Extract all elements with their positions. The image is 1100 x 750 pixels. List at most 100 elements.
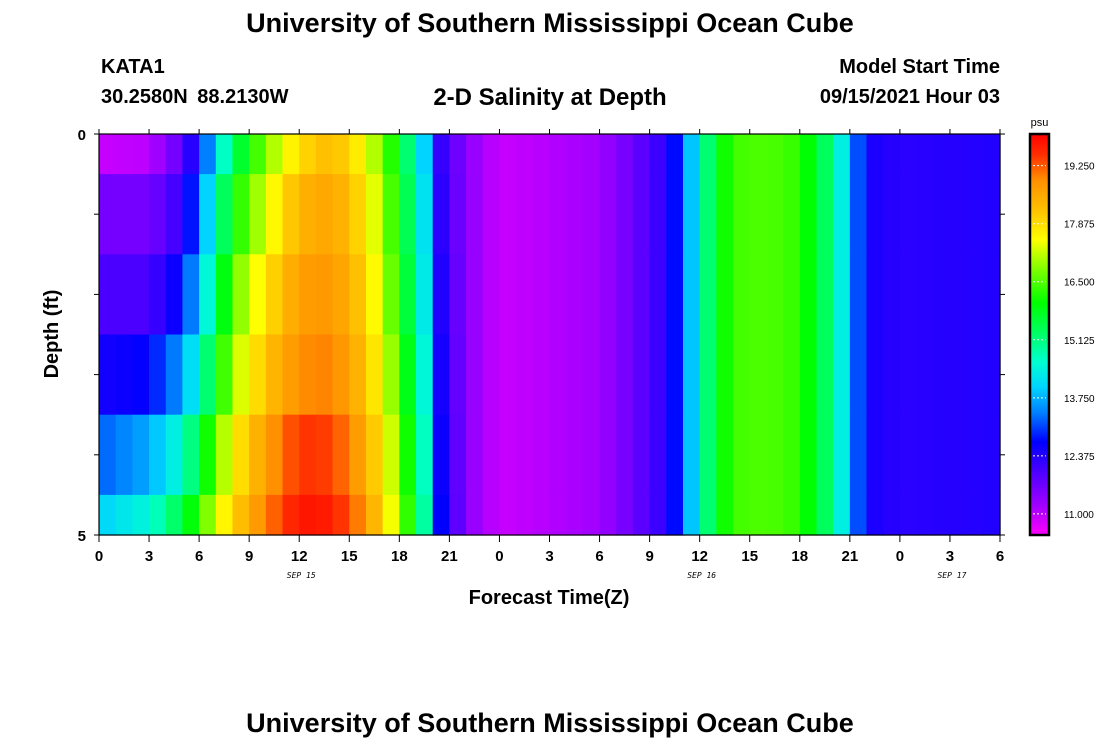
heatmap-cell-r2-h35 [682, 254, 701, 336]
heatmap-cell-r1-h11 [282, 174, 300, 255]
heatmap-cell-r3-h38 [733, 334, 751, 416]
heatmap-cell-r0-h23 [482, 134, 501, 175]
heatmap-cell-r1-h31 [616, 174, 634, 255]
heatmap-cell-r4-h53 [983, 414, 1001, 496]
x-tick-label: 0 [896, 548, 904, 565]
heatmap-cell-r3-h28 [566, 334, 584, 416]
heatmap-cell-r2-h16 [365, 254, 384, 336]
x-tick-label: 15 [341, 548, 358, 565]
heatmap-cell-r4-h17 [382, 414, 400, 496]
heatmap-cell-r0-h1 [115, 134, 133, 175]
salinity-heatmap-chart: 0 3 6 9 12 15 18 21 0 3 6 9 12 15 18 21 0 3 6 SEP 15 SEP 16 S… [41, 117, 1095, 609]
heatmap-cell-r0-h19 [416, 134, 434, 175]
heatmap-cell-r5-h7 [215, 494, 234, 536]
heatmap-cell-r1-h30 [599, 174, 617, 255]
heatmap-cell-r3-h36 [699, 334, 717, 416]
heatmap-cell-r0-h16 [365, 134, 384, 175]
heatmap-cell-r1-h5 [182, 174, 200, 255]
date-label: SEP 15 [287, 571, 316, 580]
heatmap-cell-r1-h39 [749, 174, 768, 255]
x-tick-label: 0 [495, 548, 503, 565]
heatmap-cell-r2-h26 [532, 254, 551, 336]
heatmap-cell-r2-h13 [315, 254, 334, 336]
heatmap-cell-r3-h45 [849, 334, 868, 416]
heatmap-cell-r1-h48 [899, 174, 918, 255]
heatmap-cell-r5-h0 [99, 494, 117, 536]
heatmap-cell-r4-h42 [799, 414, 818, 496]
heatmap-cell-r4-h3 [149, 414, 167, 496]
heatmap-cell-r2-h32 [632, 254, 651, 336]
heatmap-cell-r4-h16 [365, 414, 384, 496]
heatmap-cell-r0-h38 [733, 134, 751, 175]
heatmap-cell-r5-h18 [399, 494, 417, 536]
heatmap-cell-r3-h29 [582, 334, 601, 416]
heatmap-cell-r3-h40 [766, 334, 784, 416]
heatmap-cell-r3-h42 [799, 334, 818, 416]
heatmap-cell-r2-h3 [149, 254, 167, 336]
heatmap-cell-r4-h44 [833, 414, 851, 496]
heatmap-cell-r0-h30 [599, 134, 617, 175]
heatmap-cell-r2-h51 [949, 254, 968, 336]
heatmap-cell-r1-h35 [682, 174, 701, 255]
heatmap-cell-r1-h36 [699, 174, 717, 255]
heatmap-cell-r3-h2 [132, 334, 150, 416]
heatmap-cell-r0-h7 [215, 134, 234, 175]
heatmap-cell-r3-h37 [716, 334, 734, 416]
heatmap-cell-r4-h14 [332, 414, 350, 496]
heatmap-cell-r3-h43 [816, 334, 834, 416]
heatmap-cell-r2-h45 [849, 254, 868, 336]
heatmap-cell-r4-h47 [883, 414, 901, 496]
heatmap-cell-r2-h21 [449, 254, 467, 336]
heatmap-cell-r0-h6 [199, 134, 217, 175]
x-tick-label: 6 [195, 548, 203, 565]
heatmap-cell-r2-h27 [549, 254, 567, 336]
heatmap-cell-r5-h42 [799, 494, 818, 536]
heatmap-cell-r5-h33 [649, 494, 667, 536]
heatmap-cell-r2-h5 [182, 254, 200, 336]
heatmap-cell-r2-h44 [833, 254, 851, 336]
heatmap-cell-r3-h51 [949, 334, 968, 416]
x-tick-label: 3 [545, 548, 553, 565]
heatmap-cell-r0-h27 [549, 134, 567, 175]
main-title: University of Southern Mississippi Ocean… [246, 8, 854, 38]
heatmap-cell-r1-h2 [132, 174, 150, 255]
heatmap-cell-r4-h8 [232, 414, 250, 496]
heatmap-cell-r5-h9 [249, 494, 267, 536]
heatmap-cell-r4-h5 [182, 414, 200, 496]
heatmap-cell-r5-h3 [149, 494, 167, 536]
heatmap-cell-r4-h19 [416, 414, 434, 496]
heatmap-cell-r0-h5 [182, 134, 200, 175]
heatmap-cell-r2-h17 [382, 254, 400, 336]
heatmap-cell-r3-h19 [416, 334, 434, 416]
footer-title: University of Southern Mississippi Ocean… [246, 708, 854, 738]
heatmap-cell-r4-h9 [249, 414, 267, 496]
heatmap-cell-r0-h45 [849, 134, 868, 175]
heatmap-cell-r2-h39 [749, 254, 768, 336]
heatmap-cell-r4-h52 [966, 414, 984, 496]
heatmap-cell-r2-h12 [299, 254, 317, 336]
heatmap-cell-r2-h1 [115, 254, 133, 336]
heatmap-cell-r4-h37 [716, 414, 734, 496]
heatmap-cell-r4-h27 [549, 414, 567, 496]
heatmap-cell-r3-h5 [182, 334, 200, 416]
heatmap-cell-r4-h50 [933, 414, 951, 496]
colorbar-tick-label: 19.250 [1064, 162, 1095, 173]
heatmap-cell-r0-h49 [916, 134, 934, 175]
x-tick-label: 18 [391, 548, 408, 565]
x-tick-label: 12 [691, 548, 708, 565]
x-axis: 0 3 6 9 12 15 18 21 0 3 6 9 12 15 18 21 0 3 6 SEP 15 SEP 16 S… [95, 129, 1004, 580]
heatmap-cell-r0-h11 [282, 134, 300, 175]
heatmap-cell-r5-h43 [816, 494, 834, 536]
heatmap-cell-r5-h51 [949, 494, 968, 536]
heatmap-cell-r3-h22 [466, 334, 484, 416]
heatmap-cell-r0-h44 [833, 134, 851, 175]
heatmap-cell-r3-h48 [899, 334, 918, 416]
heatmap-cell-r1-h27 [549, 174, 567, 255]
heatmap-cell-r1-h4 [165, 174, 184, 255]
heatmap-cell-r0-h35 [682, 134, 701, 175]
heatmap-cell-r2-h4 [165, 254, 184, 336]
heatmap-cell-r3-h47 [883, 334, 901, 416]
heatmap-cell-r4-h23 [482, 414, 501, 496]
heatmap-cell-r2-h22 [466, 254, 484, 336]
heatmap-cell-r4-h38 [733, 414, 751, 496]
